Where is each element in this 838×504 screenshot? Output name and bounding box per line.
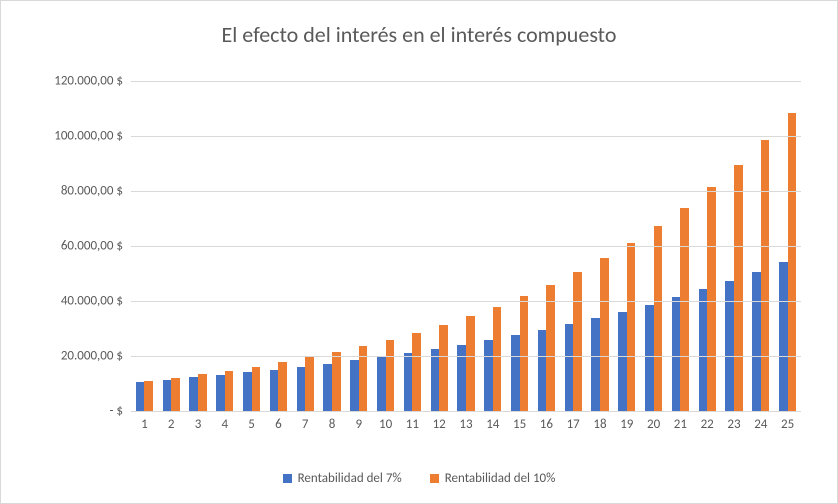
x-axis-label: 3: [195, 417, 202, 432]
plot-area: 1234567891011121314151617181920212223242…: [131, 81, 801, 411]
grid-line: [131, 136, 801, 137]
x-axis-label: 23: [727, 417, 740, 432]
bar: [305, 357, 314, 411]
bar: [457, 345, 466, 411]
x-axis-label: 19: [620, 417, 633, 432]
bar: [198, 374, 207, 411]
chart-container: El efecto del interés en el interés comp…: [0, 0, 838, 504]
bar: [297, 367, 306, 411]
y-axis-label: 60.000,00 $: [13, 239, 123, 254]
bar: [573, 272, 582, 411]
bar: [404, 353, 413, 411]
y-axis-label: - $: [13, 404, 123, 419]
grid-line: [131, 356, 801, 357]
bar: [466, 316, 475, 411]
bar: [431, 349, 440, 411]
grid-line: [131, 191, 801, 192]
x-axis-label: 13: [459, 417, 472, 432]
bar: [752, 272, 761, 411]
bar: [278, 362, 287, 411]
bar: [252, 367, 261, 411]
bar: [734, 165, 743, 411]
bar: [546, 285, 555, 411]
grid-line: [131, 81, 801, 82]
legend: Rentabilidad del 7% Rentabilidad del 10%: [1, 471, 837, 487]
chart-title: El efecto del interés en el interés comp…: [1, 21, 837, 48]
legend-swatch: [283, 474, 292, 483]
x-axis-label: 25: [781, 417, 794, 432]
bar: [243, 372, 252, 411]
x-axis-label: 5: [248, 417, 255, 432]
y-axis-label: 120.000,00 $: [13, 74, 123, 89]
y-axis-label: 100.000,00 $: [13, 129, 123, 144]
bar: [707, 187, 716, 411]
legend-item: Rentabilidad del 7%: [283, 471, 402, 486]
x-axis-label: 4: [221, 417, 228, 432]
bar: [520, 296, 529, 411]
bar: [538, 330, 547, 411]
x-axis-label: 15: [513, 417, 526, 432]
bar: [591, 318, 600, 411]
x-axis-label: 17: [567, 417, 580, 432]
x-axis-label: 12: [433, 417, 446, 432]
bar: [779, 262, 788, 411]
bar: [144, 381, 153, 411]
x-axis-label: 21: [674, 417, 687, 432]
bar: [699, 289, 708, 411]
bar: [788, 113, 797, 411]
bar: [761, 140, 770, 411]
legend-label: Rentabilidad del 10%: [445, 471, 556, 486]
y-axis-label: 40.000,00 $: [13, 294, 123, 309]
bar: [225, 371, 234, 411]
grid-line: [131, 301, 801, 302]
legend-item: Rentabilidad del 10%: [430, 471, 556, 486]
x-axis-label: 9: [355, 417, 362, 432]
x-axis-label: 16: [540, 417, 553, 432]
bar: [386, 340, 395, 411]
bar: [323, 364, 332, 411]
y-axis-label: 80.000,00 $: [13, 184, 123, 199]
bar: [484, 340, 493, 411]
bar: [332, 352, 341, 411]
x-axis-label: 20: [647, 417, 660, 432]
bar: [672, 297, 681, 411]
bar: [600, 258, 609, 411]
bar: [511, 335, 520, 411]
legend-label: Rentabilidad del 7%: [298, 471, 402, 486]
y-axis-label: 20.000,00 $: [13, 349, 123, 364]
grid-line: [131, 246, 801, 247]
bar: [627, 243, 636, 411]
grid-line: [131, 411, 801, 412]
legend-swatch: [430, 474, 439, 483]
bar: [618, 312, 627, 411]
x-axis-label: 11: [406, 417, 419, 432]
bar: [565, 324, 574, 411]
bar: [216, 375, 225, 411]
bar: [645, 305, 654, 411]
x-axis-label: 7: [302, 417, 309, 432]
x-axis-label: 2: [168, 417, 175, 432]
x-axis-label: 8: [329, 417, 336, 432]
bar: [136, 382, 145, 411]
bar: [412, 333, 421, 411]
x-axis-label: 14: [486, 417, 499, 432]
x-axis-label: 22: [701, 417, 714, 432]
x-axis-label: 1: [141, 417, 148, 432]
bar: [439, 325, 448, 411]
x-axis-label: 6: [275, 417, 282, 432]
bar: [350, 360, 359, 411]
bar: [377, 357, 386, 411]
bar: [270, 370, 279, 411]
bar: [189, 377, 198, 411]
bar: [654, 226, 663, 411]
bar: [163, 380, 172, 411]
x-axis-label: 24: [754, 417, 767, 432]
bar: [493, 307, 502, 411]
bar: [680, 208, 689, 412]
bar: [171, 378, 180, 411]
x-axis-label: 18: [593, 417, 606, 432]
x-axis-label: 10: [379, 417, 392, 432]
